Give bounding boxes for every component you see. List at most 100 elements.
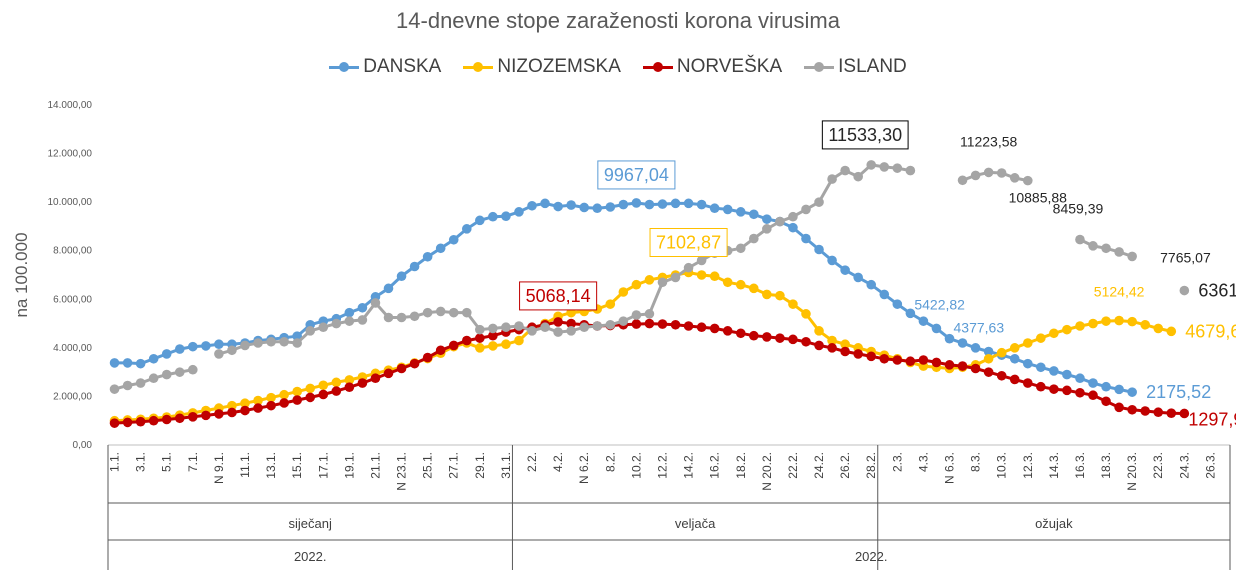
data-point [253,338,263,348]
data-label: 8459,39 [1053,201,1104,217]
data-point [579,202,589,213]
data-point [344,382,355,393]
data-point [605,299,616,309]
data-point [1127,251,1137,262]
data-point [749,283,759,294]
data-point [892,299,903,309]
data-point [1114,402,1124,413]
data-point [762,289,772,300]
x-tick-label: 19.1. [342,452,356,479]
data-point [983,167,994,178]
data-point [1022,175,1033,186]
data-point [383,368,394,379]
data-point [448,307,459,318]
y-tick-label: 0,00 [73,440,93,451]
data-point [148,373,159,384]
series-danska [109,198,1137,397]
data-point [827,174,837,184]
data-point [553,201,563,212]
legend-swatch [329,61,360,73]
data-point [109,384,120,394]
data-label: 6361,3 [1198,281,1236,301]
data-point [357,315,368,325]
data-point [892,355,903,365]
data-point [514,207,524,217]
data-point [122,417,133,428]
data-point [827,255,837,266]
data-point [1036,362,1046,373]
data-point [801,233,811,244]
data-point [201,410,211,421]
data-point [1127,387,1137,397]
data-point [383,283,394,294]
data-point [422,251,433,262]
data-point [644,309,655,319]
data-point [1062,324,1072,335]
x-tick-label: 5.1. [160,452,174,472]
x-tick-label: 16.3. [1073,452,1087,479]
data-point [722,326,733,336]
x-tick-label: 15.1. [290,452,304,479]
data-point [148,353,159,364]
x-tick-label: 10.2. [629,452,643,479]
data-point [996,168,1007,178]
x-tick-label: 10.3. [995,452,1009,479]
data-point [475,215,485,226]
data-point [174,367,185,377]
data-point [592,321,603,331]
data-point [618,287,629,297]
data-point [970,343,981,353]
data-label: 9967,04 [604,165,669,185]
x-tick-label: 28.2. [864,452,878,479]
x-tick-label: N 9.1. [212,452,226,484]
x-tick-label: 12.3. [1021,452,1035,479]
data-point [344,316,355,326]
data-point [983,346,994,357]
data-point [553,317,563,327]
data-point [409,358,420,369]
data-point [996,347,1007,358]
data-point [383,312,394,323]
data-point [618,199,629,210]
data-point [461,335,472,346]
data-point [475,343,485,353]
data-point [996,370,1007,381]
data-point [814,197,824,207]
data-point [1075,321,1085,331]
data-point [1036,381,1046,392]
data-point [240,340,250,351]
x-tick-label: 1.1. [108,452,122,472]
data-point [566,318,576,329]
data-point [696,322,707,333]
data-point [827,335,837,346]
data-point [1179,285,1190,296]
data-point [396,271,407,282]
data-point [722,277,733,288]
data-label: 5124,42 [1094,284,1145,300]
data-point [227,407,237,418]
data-point [944,360,955,370]
legend-item-island: ISLAND [804,56,907,78]
data-point [1088,390,1098,401]
data-point [970,170,981,181]
y-tick-label: 8.000,00 [53,246,92,257]
data-point [1114,384,1124,395]
data-point [788,211,798,222]
data-point [109,358,120,368]
x-tick-label: 27.1. [447,452,461,479]
x-tick-label: 2.3. [890,452,904,472]
data-point [488,330,498,341]
legend-label: DANSKA [363,56,442,77]
data-point [1179,408,1190,419]
y-tick-label: 12.000,00 [48,149,93,160]
x-tick-label: 22.3. [1151,452,1165,479]
data-label: 10885,88 [1009,190,1068,206]
data-point [396,312,407,323]
data-point [814,244,824,255]
data-point [1127,404,1137,415]
data-point [188,364,198,375]
x-tick-label: 14.2. [682,452,696,479]
data-point [553,327,563,337]
data-point [775,290,785,301]
